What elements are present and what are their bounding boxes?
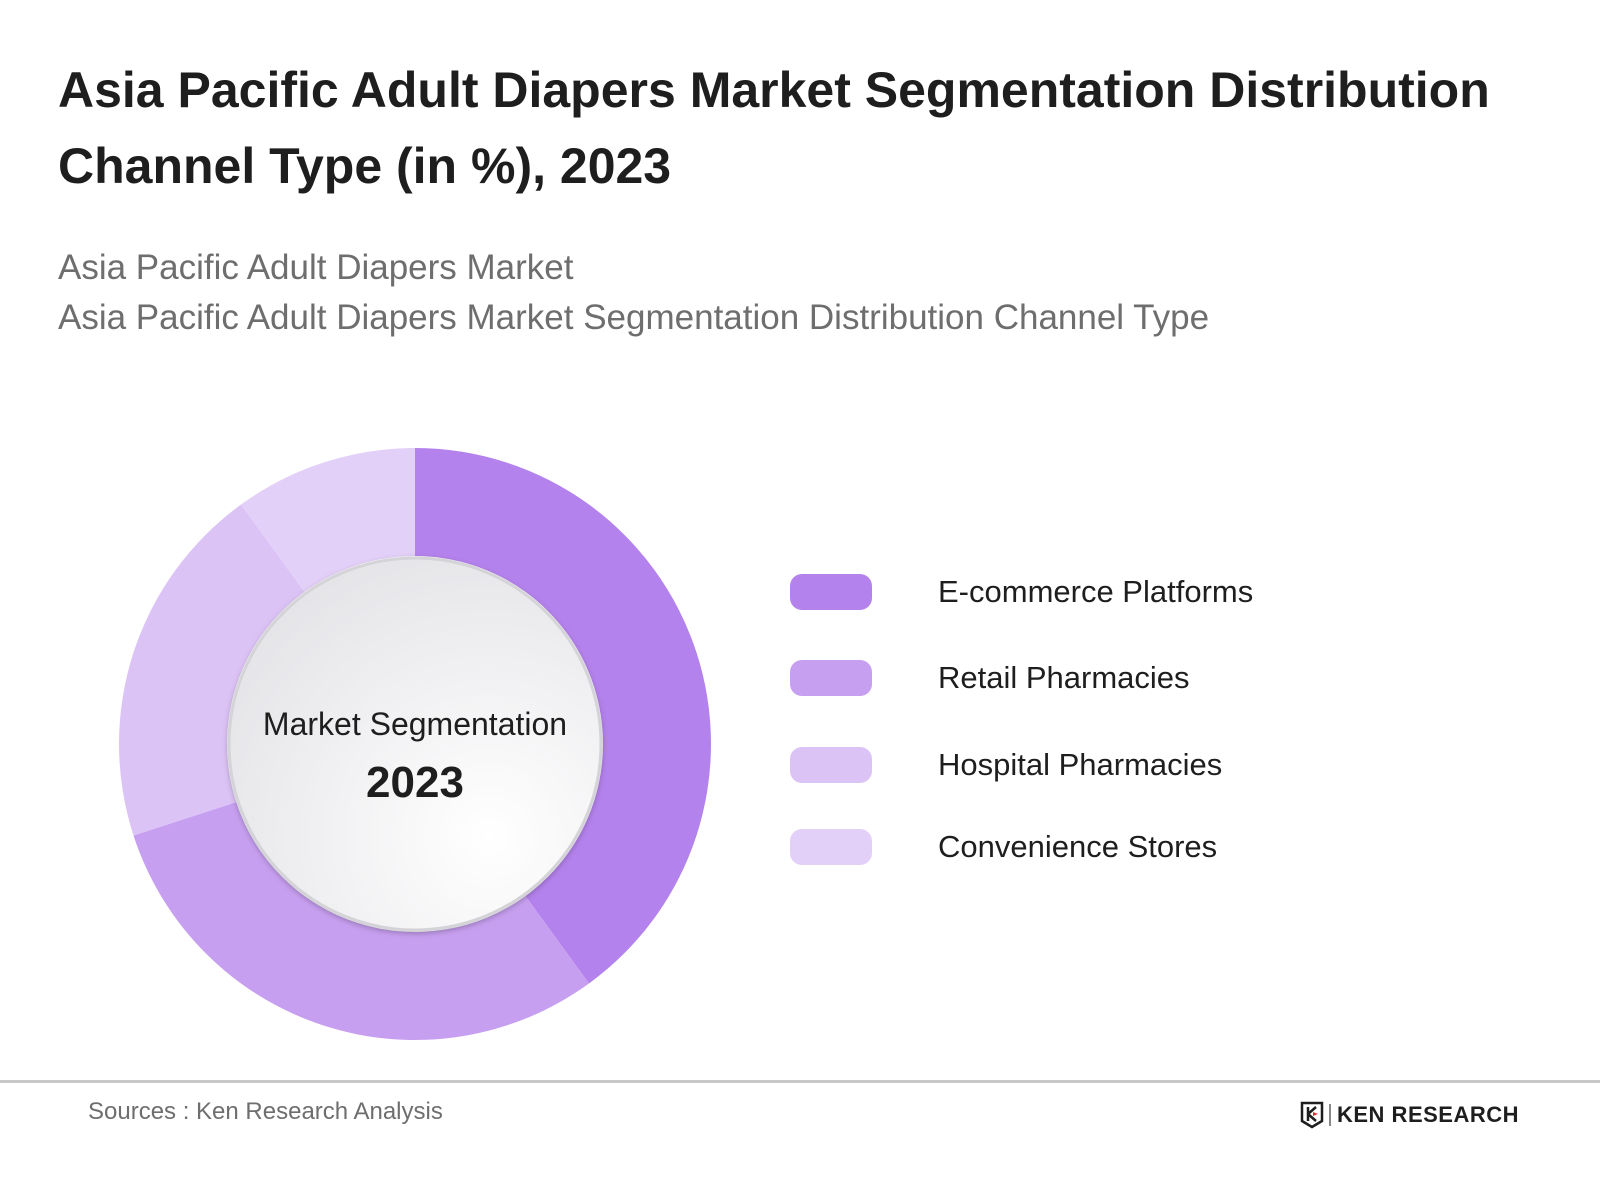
donut-slice-e-commerce-platforms xyxy=(415,448,712,984)
legend-item-hospital: Hospital Pharmacies xyxy=(790,745,1390,785)
center-plate xyxy=(227,556,603,932)
donut-slice-hospital-pharmacies xyxy=(118,504,305,836)
chart-title: Asia Pacific Adult Diapers Market Segmen… xyxy=(58,62,1490,194)
legend-label: Convenience Stores xyxy=(938,829,1218,864)
donut-slice-convenience-stores xyxy=(241,448,415,592)
legend-swatch xyxy=(790,829,872,865)
source-note: Sources : Ken Research Analysis xyxy=(88,1098,443,1125)
legend-swatch xyxy=(790,660,872,696)
logo-text: KEN RESEARCH xyxy=(1337,1102,1520,1127)
legend-label: E-commerce Platforms xyxy=(938,574,1254,609)
subtitle-2: Asia Pacific Adult Diapers Market Segmen… xyxy=(58,298,1210,337)
legend-swatch xyxy=(790,747,872,783)
legend-item-retail: Retail Pharmacies xyxy=(790,658,1390,698)
legend-label: Retail Pharmacies xyxy=(938,660,1190,695)
legend-item-convenience: Convenience Stores xyxy=(790,827,1390,867)
center-year: 2023 xyxy=(366,758,464,807)
footer-divider xyxy=(0,1080,1600,1083)
center-label: Market Segmentation xyxy=(262,706,568,742)
legend-label: Hospital Pharmacies xyxy=(938,747,1223,782)
donut-slice-retail-pharmacies xyxy=(133,802,589,1041)
legend-item-ecommerce: E-commerce Platforms xyxy=(790,572,1390,612)
subtitle-1: Asia Pacific Adult Diapers Market xyxy=(58,248,574,287)
ken-research-logo: KEN RESEARCH xyxy=(1300,1100,1519,1130)
logo-icon xyxy=(1300,1101,1324,1129)
legend-swatch xyxy=(790,574,872,610)
